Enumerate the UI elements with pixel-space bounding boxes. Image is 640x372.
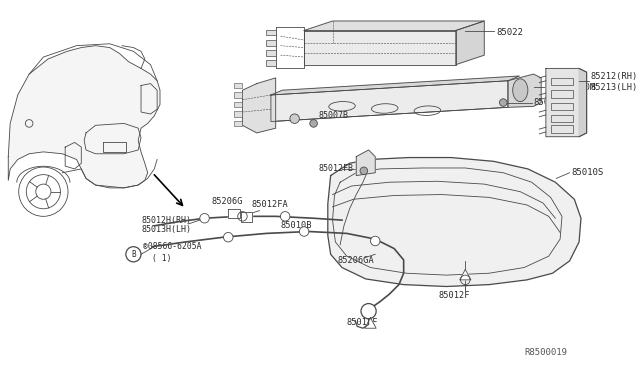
Polygon shape <box>579 68 587 137</box>
Text: 85012FB: 85012FB <box>318 164 353 173</box>
Polygon shape <box>241 212 252 222</box>
Polygon shape <box>8 46 160 188</box>
Polygon shape <box>546 68 587 137</box>
Text: 85050E: 85050E <box>534 98 566 107</box>
Text: R8500019: R8500019 <box>524 348 567 357</box>
Circle shape <box>300 227 309 236</box>
Circle shape <box>371 236 380 246</box>
Circle shape <box>310 120 317 127</box>
Polygon shape <box>271 81 508 122</box>
Circle shape <box>280 212 290 221</box>
Polygon shape <box>243 78 276 133</box>
Text: ( 1): ( 1) <box>152 254 172 263</box>
Circle shape <box>360 167 367 174</box>
FancyBboxPatch shape <box>266 60 276 65</box>
Circle shape <box>499 99 507 106</box>
Text: 85012F: 85012F <box>347 318 378 327</box>
FancyBboxPatch shape <box>266 51 276 56</box>
Text: 85012F: 85012F <box>439 292 470 301</box>
Text: 85013H(LH): 85013H(LH) <box>141 225 191 234</box>
Text: 85213(LH): 85213(LH) <box>591 83 637 92</box>
Polygon shape <box>508 74 541 107</box>
Text: 85090M: 85090M <box>563 83 595 92</box>
Polygon shape <box>271 76 519 95</box>
Text: 85010S: 85010S <box>572 168 604 177</box>
Text: 85012FA: 85012FA <box>252 201 289 209</box>
Circle shape <box>361 304 376 319</box>
Circle shape <box>223 232 233 242</box>
FancyBboxPatch shape <box>234 92 243 98</box>
Circle shape <box>237 212 247 221</box>
Polygon shape <box>365 318 376 328</box>
Polygon shape <box>328 158 581 286</box>
FancyBboxPatch shape <box>234 121 243 126</box>
Text: 85007B: 85007B <box>318 111 348 120</box>
Text: 85010B: 85010B <box>280 221 312 230</box>
Polygon shape <box>304 31 456 65</box>
Text: 85212(RH): 85212(RH) <box>591 71 637 80</box>
FancyBboxPatch shape <box>234 83 243 88</box>
Polygon shape <box>456 21 484 65</box>
Text: B: B <box>131 250 136 259</box>
FancyBboxPatch shape <box>266 29 276 35</box>
FancyBboxPatch shape <box>234 111 243 117</box>
FancyBboxPatch shape <box>266 40 276 46</box>
Text: ®08566-6205A: ®08566-6205A <box>143 242 202 251</box>
Text: 85206GA: 85206GA <box>337 256 374 265</box>
Ellipse shape <box>513 79 528 102</box>
Circle shape <box>200 214 209 223</box>
Polygon shape <box>228 209 239 218</box>
Polygon shape <box>304 21 484 31</box>
Circle shape <box>290 114 300 124</box>
Text: 85206G: 85206G <box>211 197 243 206</box>
Polygon shape <box>356 150 375 176</box>
FancyBboxPatch shape <box>234 102 243 107</box>
Text: 85012H(RH): 85012H(RH) <box>141 216 191 225</box>
Text: 85022: 85022 <box>497 28 524 37</box>
Polygon shape <box>460 269 471 280</box>
